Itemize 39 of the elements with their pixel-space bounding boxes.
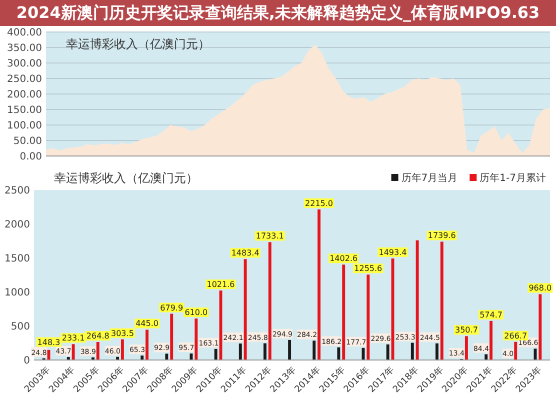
y-tick-label: 50.00 <box>13 136 42 147</box>
y-tick-label: 400.00 <box>7 28 42 38</box>
y-tick-label: 350.00 <box>7 43 42 54</box>
data-label: 679.9 <box>160 303 184 312</box>
data-label: 264.8 <box>86 331 110 340</box>
data-label: 610.0 <box>184 308 208 318</box>
data-label: 1021.6 <box>206 280 235 290</box>
y-tick-label: 0.00 <box>20 152 42 162</box>
chart-title: 幸运博彩收入（亿澳门元） <box>66 37 210 51</box>
data-label: 350.7 <box>455 326 478 335</box>
y-tick-label: 2500 <box>4 186 30 196</box>
data-label: 1733.1 <box>256 232 284 241</box>
y-tick-label: 1000 <box>4 288 30 298</box>
y-tick-label: 150.00 <box>7 105 42 116</box>
data-label: 1739.6 <box>428 231 456 240</box>
data-label: 148.3 <box>37 338 60 347</box>
y-tick-label: 100.00 <box>7 120 42 132</box>
chart-title: 幸运博彩收入（亿澳门元） <box>54 171 198 185</box>
data-label: 266.7 <box>504 331 528 340</box>
text: 2024新澳门历史开奖记录查询结果,未来解释趋势定义_体育版MPO9.63 <box>0 0 556 26</box>
y-tick-label: 250.00 <box>7 74 42 85</box>
y-tick-label: 2000 <box>4 220 30 230</box>
data-label: 445.0 <box>136 319 158 328</box>
y-tick-label: 1500 <box>4 254 30 264</box>
y-tick-label: 0 <box>24 356 30 366</box>
y-tick-label: 200.00 <box>7 90 42 100</box>
data-label: 1255.6 <box>354 264 382 274</box>
data-label: 303.5 <box>111 328 134 338</box>
legend-label: 历年7月当月 <box>401 172 458 184</box>
data-label: 574.7 <box>480 310 502 320</box>
data-label: 1493.4 <box>378 248 407 257</box>
data-label: 1483.4 <box>231 248 260 258</box>
y-tick-label: 500 <box>10 322 30 332</box>
y-tick-label: 300.00 <box>7 58 42 70</box>
data-label: 968.0 <box>528 284 552 293</box>
data-label: 233.1 <box>62 334 85 343</box>
data-label: 2215.0 <box>305 198 334 208</box>
legend-label: 历年1-7月累计 <box>480 172 546 184</box>
data-label: 1402.6 <box>330 254 358 264</box>
